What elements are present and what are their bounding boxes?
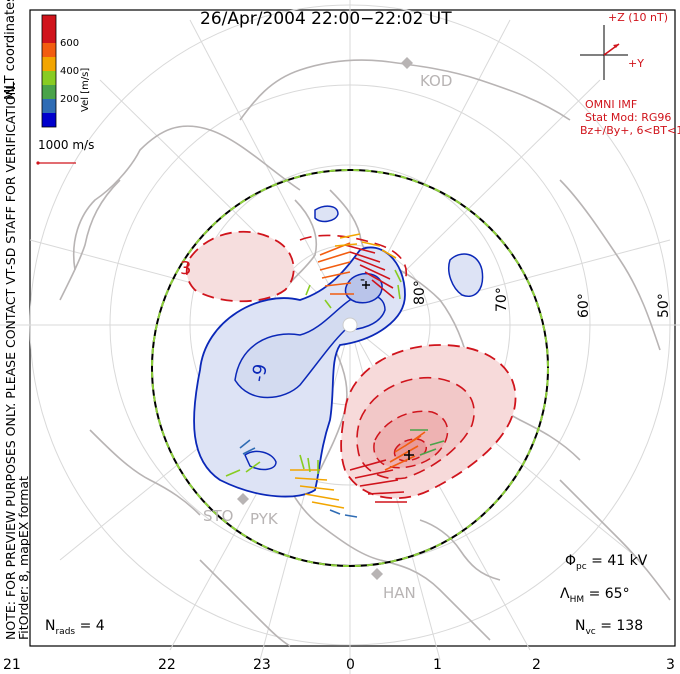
- lat-label-70: 70°: [494, 287, 510, 312]
- fit-order-note: FitOrder: 8, mapEX format: [16, 476, 31, 640]
- lat-label-50: 50°: [656, 293, 672, 318]
- mlt-label-21: 21: [3, 657, 21, 673]
- velocity-vectors: [225, 233, 445, 518]
- colorbar-tick-400: 400: [60, 66, 80, 77]
- hm-boundary-dash: [151, 169, 549, 567]
- pole-markers: [342, 281, 414, 460]
- map-title: 26/Apr/2004 22:00−22:02 UT: [200, 9, 452, 29]
- contour-label-negative: -9: [248, 362, 272, 384]
- mlt-label-3: 3: [666, 657, 675, 673]
- station-han: HAN: [383, 584, 416, 602]
- mlt-label-1: 1: [433, 657, 442, 673]
- station-markers: [237, 57, 413, 580]
- contour-label-minus: -: [360, 272, 366, 288]
- colorbar-unit: Vel [m/s]: [80, 67, 91, 112]
- mlt-label-0: 0: [346, 657, 355, 673]
- velocity-scale-label: 1000 m/s: [38, 138, 95, 152]
- velocity-colorbar: [41, 14, 57, 128]
- imf-clock-dial: [580, 25, 628, 80]
- mlt-label-2: 2: [532, 657, 541, 673]
- station-kod: KOD: [420, 72, 453, 90]
- imf-model-line2: Bz+/By+, 6<BT<12: [580, 124, 680, 137]
- lat-label-80: 80°: [412, 280, 428, 305]
- station-pyk: PYK: [250, 510, 278, 528]
- colorbar-tick-600: 600: [60, 38, 80, 49]
- imf-z-label: +Z (10 nT): [608, 11, 669, 24]
- mlt-label-23: 23: [253, 657, 271, 673]
- imf-source: OMNI IMF: [585, 98, 638, 111]
- mlt-label-22: 22: [158, 657, 176, 673]
- hm-boundary-latitude: ΛHM = 65°: [560, 586, 630, 605]
- colorbar-tick-200: 200: [60, 94, 80, 105]
- lat-label-60: 60°: [576, 293, 592, 318]
- cross-polar-potential: Φpc = 41 kV: [565, 553, 648, 572]
- contour-label-positive: 3: [180, 258, 192, 279]
- imf-model-line1: Stat Mod: RG96: [585, 111, 672, 124]
- imf-y-label: +Y: [628, 57, 644, 70]
- vector-count: Nvc = 138: [575, 618, 644, 637]
- radar-count: Nrads = 4: [45, 618, 105, 637]
- station-sto: STO: [203, 507, 234, 525]
